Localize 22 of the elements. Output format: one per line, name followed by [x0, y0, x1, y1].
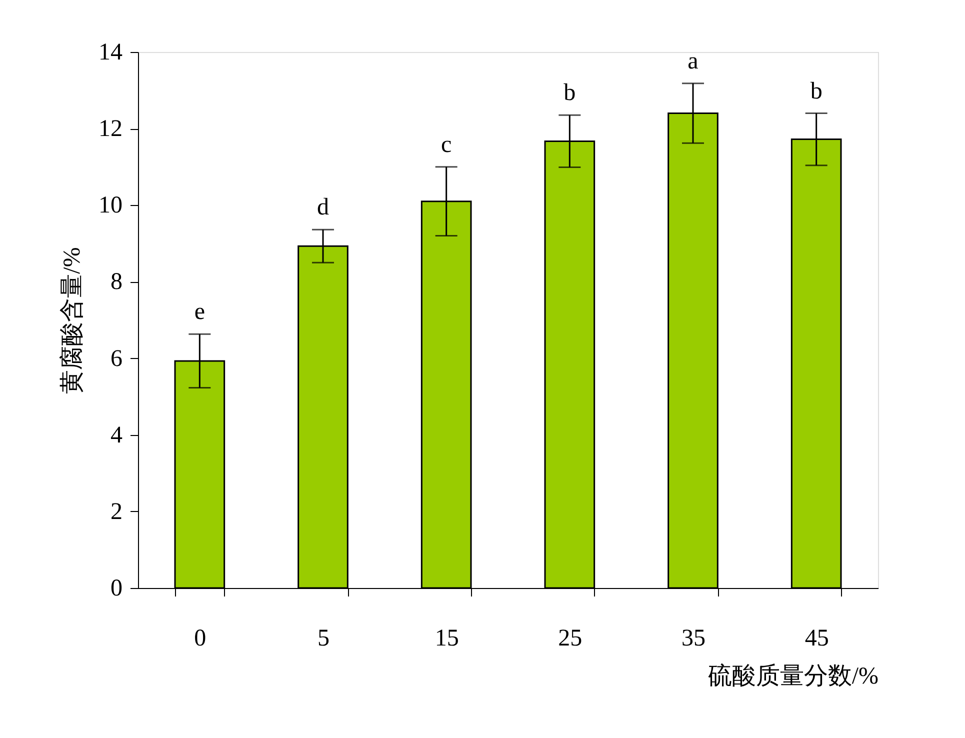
y-tick-label: 2 — [110, 498, 122, 525]
annotation: b — [810, 78, 822, 104]
y-tick-label: 8 — [110, 269, 122, 296]
x-tick-label: 0 — [194, 626, 206, 652]
y-tick-label: 12 — [98, 116, 122, 142]
y-tick-label: 6 — [110, 346, 122, 372]
annotation: d — [317, 194, 329, 221]
x-tick-label: 25 — [558, 626, 582, 652]
annotation: a — [688, 48, 699, 74]
x-tick-label: 5 — [318, 626, 330, 652]
x-tick-label: 35 — [682, 626, 706, 652]
x-tick-label: 45 — [804, 626, 829, 652]
y-tick-label: 10 — [98, 192, 122, 219]
annotation: e — [194, 299, 205, 326]
x-tick-label: 15 — [434, 626, 459, 652]
y-tick-label: 14 — [98, 40, 122, 66]
annotation: c — [441, 132, 452, 158]
annotation: b — [564, 80, 576, 106]
y-tick-label: 0 — [110, 576, 122, 602]
y-axis-title: 黄腐酸含量/% — [58, 247, 86, 394]
y-tick-label: 4 — [110, 422, 122, 448]
x-axis-title: 硫酸质量分数/% — [708, 662, 878, 690]
